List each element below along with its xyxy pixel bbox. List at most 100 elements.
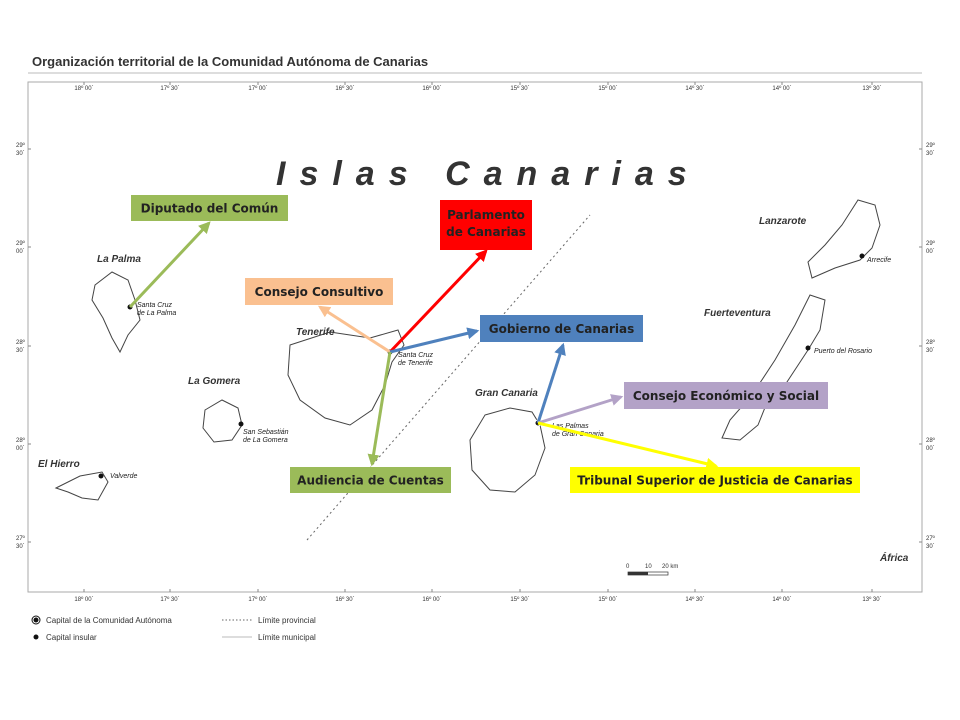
island-name: Fuerteventura xyxy=(704,308,771,319)
latitude-label: 28º xyxy=(16,339,26,346)
map-title: Islas Canarias xyxy=(276,155,701,193)
island-gran-canaria xyxy=(469,407,546,493)
arrow xyxy=(388,249,488,354)
latitude-label: 00´ xyxy=(16,446,25,452)
continent-name: África xyxy=(879,551,909,564)
latitude-label: 27º xyxy=(16,535,26,542)
arrow xyxy=(317,305,391,354)
capital-dot xyxy=(238,421,244,427)
longitude-label: 15º 00´ xyxy=(598,596,617,603)
capital-name: Arrecife xyxy=(866,257,891,264)
longitude-label: 14º 00´ xyxy=(772,85,791,92)
longitude-label: 16º 30´ xyxy=(335,596,354,603)
island-name: La Gomera xyxy=(188,376,241,387)
legend-label: Límite provincial xyxy=(258,616,316,625)
institution-label: Audiencia de Cuentas xyxy=(297,474,444,488)
longitude-label: 13º 30´ xyxy=(862,596,881,603)
institution-box xyxy=(290,467,451,493)
institution-label: Consejo Económico y Social xyxy=(633,389,819,403)
capital-dot xyxy=(805,345,811,351)
scale-bar xyxy=(628,572,648,575)
capital-name: Valverde xyxy=(110,473,137,480)
scale-label: 20 km xyxy=(662,564,678,570)
longitude-label: 17º 00´ xyxy=(248,596,267,603)
latitude-label: 30´ xyxy=(926,544,935,550)
capital-dot xyxy=(98,473,104,479)
longitude-label: 14º 30´ xyxy=(685,85,704,92)
arrow xyxy=(536,342,566,424)
scale-label: 10 xyxy=(645,564,652,570)
latitude-label: 30´ xyxy=(16,151,25,157)
island-name: Gran Canaria xyxy=(475,388,538,399)
longitude-label: 15º 00´ xyxy=(598,85,617,92)
latitude-label: 30´ xyxy=(926,151,935,157)
longitude-label: 14º 30´ xyxy=(685,596,704,603)
arrow xyxy=(367,351,392,467)
longitude-label: 14º 00´ xyxy=(772,596,791,603)
legend-label: Capital insular xyxy=(46,633,97,642)
institution-box xyxy=(131,195,288,221)
arrow xyxy=(389,327,480,354)
longitude-label: 16º 30´ xyxy=(335,85,354,92)
institution-label: de Canarias xyxy=(446,225,526,239)
island-la-gomera xyxy=(202,399,243,443)
island-name: El Hierro xyxy=(38,459,80,470)
latitude-label: 28º xyxy=(16,437,26,444)
longitude-label: 18º 00´ xyxy=(74,596,93,603)
capital-name: San Sebastián de La Gomera xyxy=(243,429,289,444)
institution-label: Gobierno de Canarias xyxy=(489,322,635,336)
latitude-label: 29º xyxy=(926,240,936,247)
latitude-label: 29º xyxy=(16,240,26,247)
latitude-label: 27º xyxy=(926,535,936,542)
island-name: Tenerife xyxy=(296,327,335,338)
institution-box xyxy=(245,278,393,305)
island-name: La Palma xyxy=(97,254,141,265)
institution-box xyxy=(480,315,643,342)
capital-name: Santa Cruz de Tenerife xyxy=(398,352,434,367)
map-frame xyxy=(27,81,923,593)
longitude-label: 15º 30´ xyxy=(510,85,529,92)
capital-name: Santa Cruz de La Palma xyxy=(137,302,176,317)
institution-label: Tribunal Superior de Justicia de Canaria… xyxy=(577,474,852,488)
arrow xyxy=(537,421,719,470)
capital-name: Las Palmas de Gran Canaria xyxy=(552,423,604,438)
longitude-label: 17º 30´ xyxy=(160,85,179,92)
legend-label: Capital de la Comunidad Autónoma xyxy=(46,616,172,625)
legend-symbol xyxy=(33,634,39,640)
institution-box xyxy=(570,467,860,493)
latitude-label: 28º xyxy=(926,437,936,444)
capital-dot xyxy=(859,253,865,259)
arrow xyxy=(128,221,211,309)
longitude-label: 17º 30´ xyxy=(160,596,179,603)
latitude-label: 30´ xyxy=(16,348,25,354)
latitude-label: 28º xyxy=(926,339,936,346)
longitude-label: 18º 00´ xyxy=(74,85,93,92)
legend-symbol xyxy=(31,615,41,625)
latitude-label: 00´ xyxy=(16,249,25,255)
longitude-label: 15º 30´ xyxy=(510,596,529,603)
arrow xyxy=(537,394,624,425)
legend-label: Límite municipal xyxy=(258,633,316,642)
island-lanzarote xyxy=(807,199,881,279)
institution-box xyxy=(440,200,532,250)
latitude-label: 00´ xyxy=(926,249,935,255)
island-el-hierro xyxy=(54,471,109,501)
island-name: Lanzarote xyxy=(759,216,807,227)
institution-label: Consejo Consultivo xyxy=(255,285,384,299)
capital-name: Puerto del Rosario xyxy=(814,348,872,355)
longitude-label: 16º 00´ xyxy=(422,596,441,603)
longitude-label: 13º 30´ xyxy=(862,85,881,92)
latitude-label: 30´ xyxy=(16,544,25,550)
latitude-label: 29º xyxy=(16,142,26,149)
institution-label: Parlamento xyxy=(447,208,525,222)
latitude-label: 30´ xyxy=(926,348,935,354)
longitude-label: 16º 00´ xyxy=(422,85,441,92)
longitude-label: 17º 00´ xyxy=(248,85,267,92)
institution-label: Diputado del Común xyxy=(141,202,279,216)
legend-symbol xyxy=(32,616,40,624)
scale-label: 0 xyxy=(626,564,630,570)
institution-box xyxy=(624,382,828,409)
island-la-palma xyxy=(91,271,141,354)
latitude-label: 29º xyxy=(926,142,936,149)
